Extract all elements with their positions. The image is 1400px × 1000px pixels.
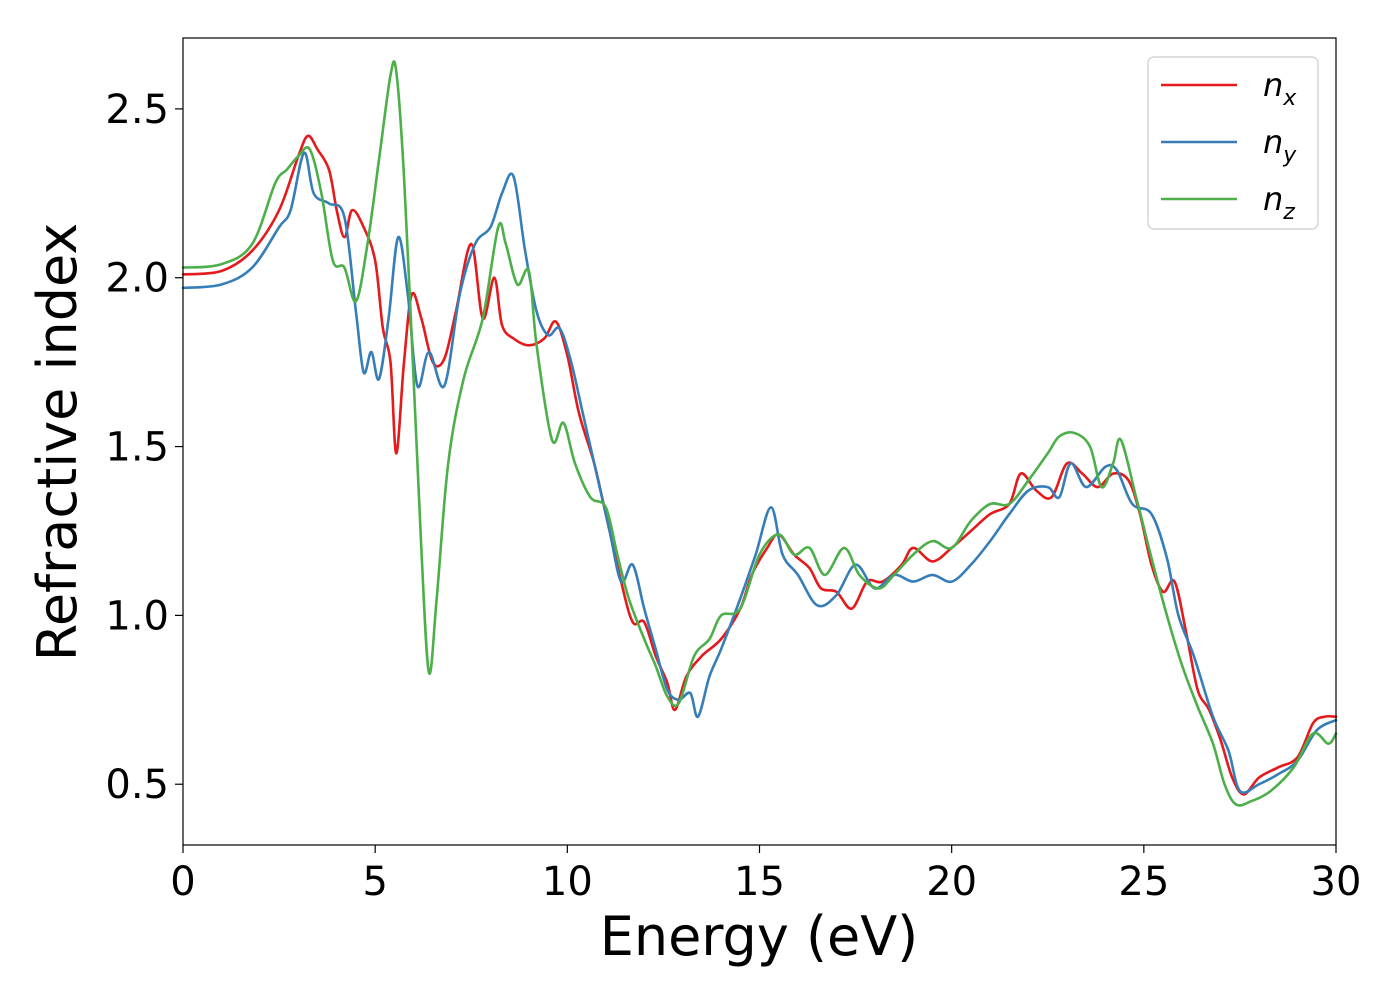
- x-tick-label: 10: [542, 859, 593, 905]
- y-tick-label: 1.0: [105, 593, 169, 639]
- x-tick-label: 30: [1311, 859, 1362, 905]
- x-tick-label: 25: [1118, 859, 1169, 905]
- plot-background: [183, 38, 1336, 845]
- y-tick-label: 0.5: [105, 762, 169, 808]
- series-line-ny: [181, 151, 1338, 794]
- series-line-nx: [181, 134, 1338, 796]
- x-axis-ticks: 0 5 10 15 20 25 30: [170, 845, 1361, 905]
- x-tick-label: 20: [926, 859, 977, 905]
- y-tick-label: 1.5: [105, 425, 169, 471]
- y-tick-label: 2.0: [105, 256, 169, 302]
- y-axis-ticks: 0.5 1.0 1.5 2.0 2.5: [105, 87, 183, 808]
- x-tick-label: 15: [734, 859, 785, 905]
- y-tick-label: 2.5: [105, 87, 169, 133]
- x-axis-title: Energy (eV): [600, 905, 919, 968]
- x-tick-label: 0: [170, 859, 195, 905]
- series-lines: [181, 60, 1338, 807]
- series-line-nz: [181, 60, 1338, 807]
- y-axis-title: Refractive index: [26, 223, 89, 662]
- x-tick-label: 5: [362, 859, 387, 905]
